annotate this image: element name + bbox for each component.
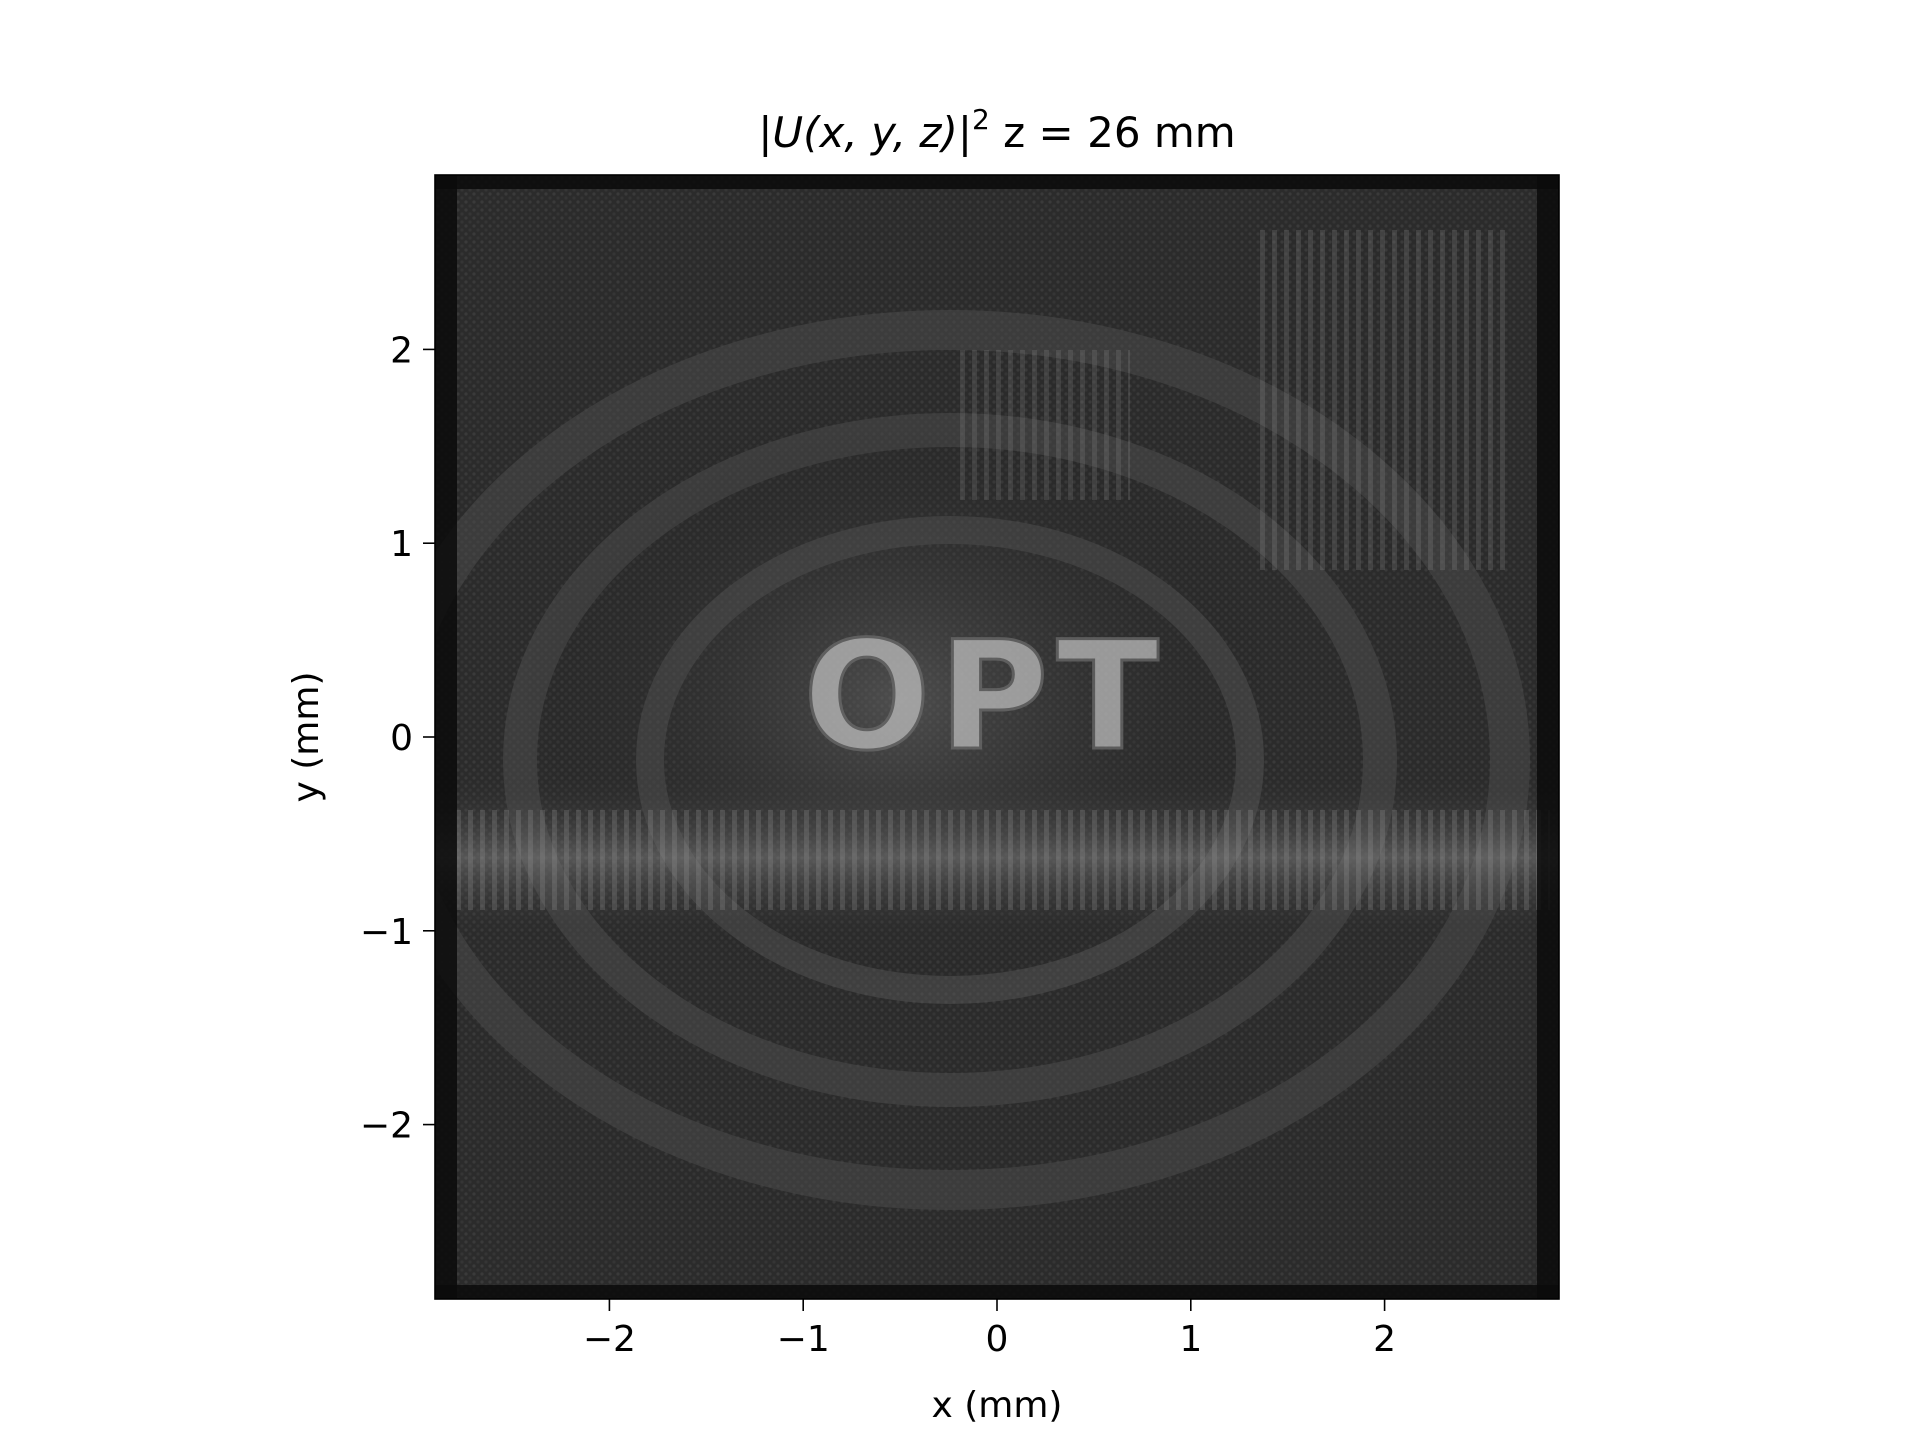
lattice-region (960, 350, 1130, 500)
x-axis-ticks: −2 −1 0 1 2 (583, 1299, 1396, 1360)
x-tick-label: −1 (777, 1319, 830, 1360)
y-tick-label: −2 (360, 1106, 413, 1147)
title-superscript: 2 (972, 103, 990, 136)
y-tick-label: 0 (390, 718, 413, 759)
edge-bottom (435, 1285, 1559, 1299)
image-text: OPT (803, 610, 1167, 784)
y-axis-label: y (mm) (286, 672, 327, 803)
chart-title: |U(x, y, z)|2 z = 26 mm (758, 103, 1235, 157)
y-axis-ticks: 2 1 0 −1 −2 (360, 330, 435, 1147)
edge-top (435, 175, 1559, 189)
diffraction-ring (435, 310, 1530, 1210)
x-tick-label: −2 (583, 1319, 636, 1360)
x-axis-label: x (mm) (932, 1385, 1063, 1426)
y-tick-label: 1 (390, 524, 413, 565)
y-tick-label: −1 (360, 912, 413, 953)
lattice-region (1260, 230, 1510, 570)
edge-right (1537, 175, 1559, 1299)
edge-left (435, 175, 457, 1299)
x-tick-label: 1 (1179, 1319, 1202, 1360)
title-rest: z = 26 mm (990, 108, 1236, 157)
x-tick-label: 0 (986, 1319, 1009, 1360)
x-tick-label: 2 (1373, 1319, 1396, 1360)
intensity-image: OPT (435, 175, 1559, 1299)
y-tick-label: 2 (390, 330, 413, 371)
title-main: |U(x, y, z)| (758, 108, 972, 157)
band-fringes (450, 810, 1550, 910)
